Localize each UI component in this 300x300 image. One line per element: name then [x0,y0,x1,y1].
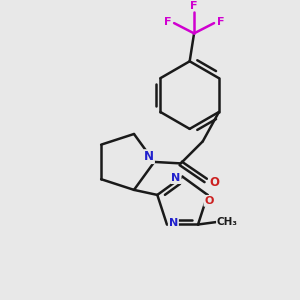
Text: F: F [217,16,224,27]
Text: O: O [209,176,219,189]
Text: F: F [190,1,198,11]
Text: N: N [144,150,154,163]
Text: N: N [169,218,178,228]
Text: CH₃: CH₃ [217,217,238,226]
Text: O: O [204,196,214,206]
Text: N: N [171,173,181,183]
Text: F: F [164,16,171,27]
